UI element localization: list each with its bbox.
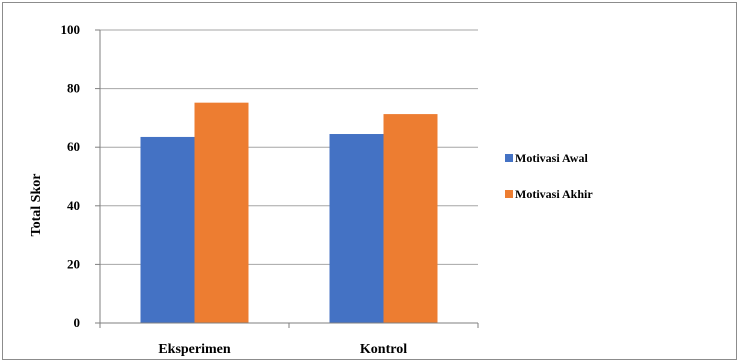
y-tick-label: 60 [67, 139, 80, 154]
y-tick-label: 40 [67, 198, 80, 213]
bar-motivasi-awal-kontrol [329, 134, 384, 323]
y-tick-label: 80 [67, 81, 80, 96]
x-tick-label: Kontrol [360, 342, 407, 357]
bar-motivasi-akhir-eksperimen [194, 102, 249, 323]
bars [140, 102, 438, 323]
y-tick-label: 20 [67, 256, 80, 271]
legend-label: Motivasi Awal [515, 151, 588, 165]
y-tick-label: 0 [74, 315, 81, 330]
bar-motivasi-awal-eksperimen [140, 136, 195, 323]
y-tick-label: 100 [61, 22, 81, 37]
axes: 0 20 40 60 80 100 Eksperimen Kontrol [61, 22, 479, 357]
y-axis-title: Total Skor [29, 174, 44, 237]
legend-swatch [505, 190, 513, 198]
legend-swatch [505, 154, 513, 162]
legend-label: Motivasi Akhir [515, 187, 593, 201]
legend: Motivasi Awal Motivasi Akhir [505, 151, 593, 201]
x-tick-label: Eksperimen [158, 342, 231, 357]
bar-motivasi-akhir-kontrol [383, 114, 438, 323]
